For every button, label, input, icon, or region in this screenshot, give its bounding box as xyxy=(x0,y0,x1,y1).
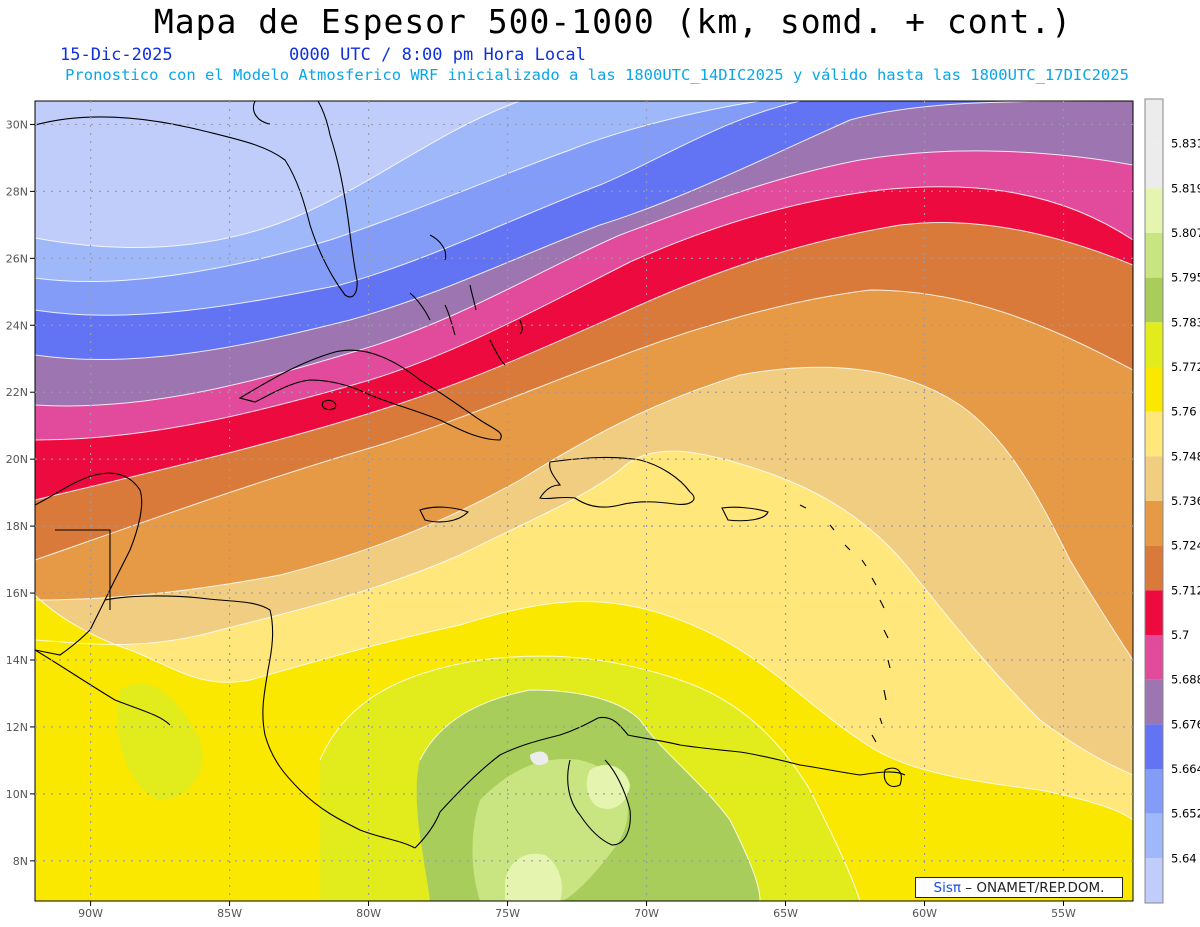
tick-label-lat-11: 8N xyxy=(13,855,28,868)
colorbar-swatch-2 xyxy=(1145,769,1163,814)
colorbar-label-7: 5.724 xyxy=(1171,539,1200,553)
colorbar-label-10: 5.76 xyxy=(1171,405,1197,419)
tick-label-lon-4: 70W xyxy=(634,907,659,920)
contour-lines xyxy=(35,101,1133,901)
tick-label-lat-1: 28N xyxy=(6,185,28,198)
band-5-819 xyxy=(505,853,562,901)
tick-label-lat-3: 24N xyxy=(6,319,28,332)
colorbar-label-4: 5.688 xyxy=(1171,673,1200,687)
colorbar-swatch-14 xyxy=(1145,233,1163,278)
colorbar-swatch-9 xyxy=(1145,456,1163,501)
colorbar-swatch-5 xyxy=(1145,635,1163,680)
tick-label-lon-1: 85W xyxy=(217,907,242,920)
colorbar-label-8: 5.736 xyxy=(1171,494,1200,508)
colorbar-swatch-3 xyxy=(1145,724,1163,769)
model-subtitle: Pronostico con el Modelo Atmosferico WRF… xyxy=(65,66,1129,84)
colorbar-swatch-15 xyxy=(1145,188,1163,233)
tick-label-lon-3: 75W xyxy=(495,907,520,920)
tick-label-lat-10: 10N xyxy=(6,788,28,801)
forecast-date: 15-Dic-2025 xyxy=(60,45,173,65)
colorbar-label-6: 5.712 xyxy=(1171,583,1200,597)
credit-box: Sisπ – ONAMET/REP.DOM. xyxy=(915,877,1123,898)
colorbar-swatch-0 xyxy=(1145,858,1163,903)
map-frame xyxy=(34,100,1134,902)
colorbar-label-3: 5.676 xyxy=(1171,717,1200,731)
tick-label-lat-8: 14N xyxy=(6,654,28,667)
colorbar-swatch-7 xyxy=(1145,545,1163,591)
tick-label-lon-0: 90W xyxy=(78,907,103,920)
tick-label-lat-6: 18N xyxy=(6,520,28,533)
colorbar-swatch-8 xyxy=(1145,501,1163,546)
tick-label-lon-2: 80W xyxy=(356,907,381,920)
band-5-819-b xyxy=(586,765,630,809)
coastlines xyxy=(35,101,906,849)
tick-label-lat-5: 20N xyxy=(6,453,28,466)
colorbar-swatch-13 xyxy=(1145,277,1163,323)
colorbar-label-13: 5.795 xyxy=(1171,271,1200,285)
tick-label-lon-5: 65W xyxy=(773,907,798,920)
credit-org: ONAMET/REP.DOM. xyxy=(976,880,1105,896)
colorbar-label-15: 5.819 xyxy=(1171,181,1200,195)
colorbar-swatch-12 xyxy=(1145,322,1163,367)
colorbar-label-11: 5.772 xyxy=(1171,360,1200,374)
colorbar-label-9: 5.748 xyxy=(1171,449,1200,463)
colorbar: 5.64 5.652 5.664 5.676 5.688 5.7 5.712 5.724 5.7… xyxy=(1144,98,1200,904)
tick-label-lat-4: 22N xyxy=(6,386,28,399)
colorbar-swatch-16 xyxy=(1145,143,1163,189)
colorbar-cap-top xyxy=(1145,99,1163,144)
tick-label-lat-0: 30N xyxy=(6,118,28,131)
tick-label-lat-9: 12N xyxy=(6,721,28,734)
tick-label-lon-7: 55W xyxy=(1051,907,1076,920)
map-title: Mapa de Espesor 500-1000 (km, somd. + co… xyxy=(153,2,1073,41)
colorbar-swatch-11 xyxy=(1145,367,1163,412)
band-5-783-west xyxy=(117,683,203,800)
colorbar-swatch-1 xyxy=(1145,813,1163,859)
colorbar-swatch-10 xyxy=(1145,411,1163,457)
credit-separator: – xyxy=(965,880,977,896)
colorbar-label-14: 5.807 xyxy=(1171,226,1200,240)
band-5-831 xyxy=(530,751,549,766)
gridlines xyxy=(35,101,1133,901)
forecast-time: 0000 UTC / 8:00 pm Hora Local xyxy=(289,45,586,65)
colorbar-label-0: 5.64 xyxy=(1171,851,1197,865)
colorbar-label-5: 5.7 xyxy=(1171,628,1189,642)
colorbar-label-1: 5.652 xyxy=(1171,807,1200,821)
colorbar-swatch-6 xyxy=(1145,590,1163,635)
colorbar-label-16: 5.831 xyxy=(1171,137,1200,151)
colorbar-label-12: 5.783 xyxy=(1171,315,1200,329)
axis-labels: 90W 85W 80W 75W 70W 65W 60W 55W 30N 28N 26N 24N 22N 2… xyxy=(6,118,1076,920)
tick-label-lat-2: 26N xyxy=(6,252,28,265)
colorbar-swatch-4 xyxy=(1145,679,1163,725)
tick-label-lat-7: 16N xyxy=(6,587,28,600)
credit-brand: Sisπ xyxy=(933,880,961,896)
tick-label-lon-6: 60W xyxy=(912,907,937,920)
colorbar-label-2: 5.664 xyxy=(1171,762,1200,776)
colorbar-frame xyxy=(1144,98,1164,904)
